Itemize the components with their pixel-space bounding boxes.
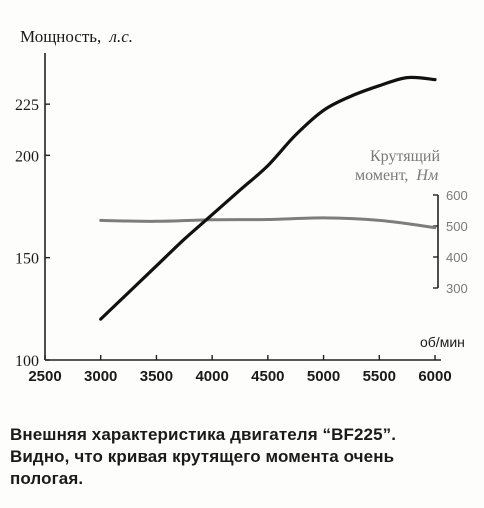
y2-axis-label-line1: Крутящий <box>370 148 440 165</box>
x-axis-ticks: 2500 3000 3500 4000 4500 5000 5500 6000 <box>28 355 452 385</box>
y2-axis-unit: Нм <box>415 167 438 184</box>
y-axis-unit: л.с. <box>109 27 133 46</box>
x-tick-label: 5000 <box>307 368 340 385</box>
x-tick-label: 2500 <box>28 368 61 385</box>
y-axis-label: Мощность, л.с. <box>20 27 133 46</box>
y-axis-label-text: Мощность, <box>20 27 101 46</box>
figure-caption: Внешняя характеристика двигателя “BF225”… <box>10 424 480 490</box>
y2-axis-label-line2: момент, Нм <box>355 167 438 184</box>
torque-curve <box>99 216 437 230</box>
series-layer <box>99 75 437 321</box>
y-axis-ticks: 100 150 200 225 <box>15 97 50 370</box>
power-curve <box>99 75 437 321</box>
x-tick-label: 4000 <box>195 368 228 385</box>
y2-axis-ticks: 300 400 500 600 <box>433 188 468 296</box>
y-tick-label: 200 <box>15 148 39 165</box>
x-tick-label: 6000 <box>418 368 451 385</box>
y2-tick-label: 600 <box>446 188 468 203</box>
y2-tick-label: 500 <box>446 219 468 234</box>
caption-line-1: Внешняя характеристика двигателя “BF225”… <box>10 425 397 444</box>
y2-axis-label-text: момент, <box>355 167 408 184</box>
y2-tick-label: 300 <box>446 281 468 296</box>
engine-characteristic-chart: 2500 3000 3500 4000 4500 5000 5500 6000 100 150 2… <box>15 27 468 385</box>
x-axis-label: об/мин <box>420 334 465 350</box>
x-tick-label: 5500 <box>363 368 396 385</box>
caption-line-3: пологая. <box>10 469 84 488</box>
x-tick-label: 3500 <box>140 368 173 385</box>
caption-line-2: Видно, что кривая крутящего момента очен… <box>10 447 395 466</box>
x-tick-label: 4500 <box>251 368 284 385</box>
y-tick-label: 150 <box>15 251 39 268</box>
y-tick-label: 100 <box>15 353 39 370</box>
x-tick-label: 3000 <box>84 368 117 385</box>
y2-tick-label: 400 <box>446 250 468 265</box>
y-tick-label: 225 <box>15 97 39 114</box>
